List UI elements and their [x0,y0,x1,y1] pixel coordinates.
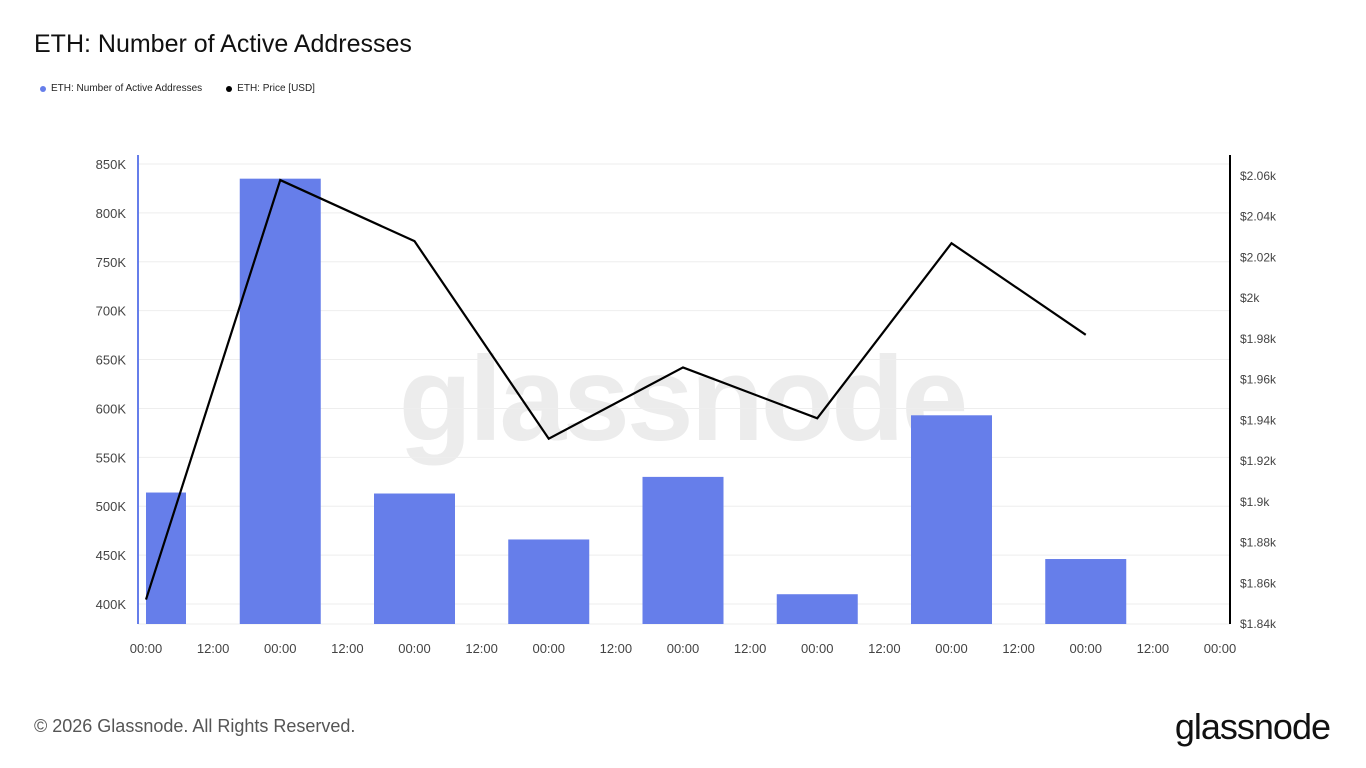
x-tick-label: 00:00 [935,641,968,656]
left-tick-label: 850K [96,157,127,172]
left-tick-label: 400K [96,597,127,612]
left-tick-label: 650K [96,353,127,368]
axes [137,155,1231,624]
x-tick-label: 00:00 [801,641,834,656]
left-tick-label: 500K [96,499,127,514]
price-line [144,178,1087,600]
bar [508,539,590,624]
bar [374,493,455,624]
right-tick-label: $2.04k [1240,210,1277,224]
x-tick-label: 12:00 [868,641,901,656]
copyright-text: © 2026 Glassnode. All Rights Reserved. [34,716,356,736]
x-tick-label: 00:00 [1069,641,1102,656]
bar [642,476,724,624]
chart-legend: ETH: Number of Active Addresses ETH: Pri… [40,83,315,94]
right-tick-label: $1.86k [1240,576,1277,590]
left-tick-label: 700K [96,304,127,319]
legend-swatch-active-addresses [40,85,46,92]
bar [146,492,186,624]
x-tick-label: 12:00 [734,641,767,656]
right-tick-label: $1.88k [1240,536,1277,550]
right-tick-label: $2.06k [1240,169,1277,183]
left-tick-label: 800K [96,206,127,221]
brand-logo: glassnode [1174,706,1331,747]
legend-label-price: ETH: Price [USD] [237,83,315,94]
bar [239,178,321,624]
x-tick-label: 12:00 [600,641,633,656]
x-tick-label: 00:00 [264,641,297,656]
x-tick-label: 12:00 [1002,641,1035,656]
x-tick-label: 00:00 [398,641,431,656]
right-tick-label: $2k [1240,291,1260,305]
x-tick-label: 00:00 [532,641,565,656]
legend-swatch-price [226,85,233,92]
x-tick-label: 12:00 [331,641,364,656]
right-tick-label: $1.98k [1240,332,1277,346]
right-tick-label: $1.96k [1240,373,1277,387]
bar-series [146,178,1127,624]
right-axis-ticks: $1.84k $1.86k $1.88k $1.9k $1.92k $1.94k $1.96… [1240,169,1277,631]
watermark-text: glassnode [399,332,966,466]
left-tick-label: 600K [96,401,127,416]
right-tick-label: $2.02k [1240,250,1277,264]
x-tick-label: 12:00 [1137,641,1170,656]
legend-item-price[interactable]: ETH: Price [USD] [226,83,315,94]
bar [776,594,858,624]
price-line-series [144,178,1087,600]
x-tick-label: 00:00 [667,641,700,656]
left-tick-label: 450K [96,548,127,563]
x-tick-label: 00:00 [130,641,163,656]
left-axis-ticks: 400K 450K 500K 550K 600K 650K 700K 750K 800K 850K [96,157,127,612]
bar [1045,559,1127,624]
right-tick-label: $1.94k [1240,413,1277,427]
x-tick-label: 12:00 [197,641,230,656]
chart-title: ETH: Number of Active Addresses [34,30,412,58]
x-axis-ticks: 00:00 12:00 00:00 12:00 00:00 12:00 00:00 12:00… [130,641,1237,656]
left-tick-label: 550K [96,450,127,465]
legend-label-active-addresses: ETH: Number of Active Addresses [51,83,203,94]
x-tick-label: 12:00 [465,641,498,656]
right-tick-label: $1.9k [1240,495,1270,509]
left-tick-label: 750K [96,255,127,270]
right-tick-label: $1.84k [1240,617,1277,631]
x-tick-label: 00:00 [1204,641,1237,656]
legend-item-active-addresses[interactable]: ETH: Number of Active Addresses [40,83,202,94]
bar [911,415,992,624]
right-tick-label: $1.92k [1240,454,1277,468]
